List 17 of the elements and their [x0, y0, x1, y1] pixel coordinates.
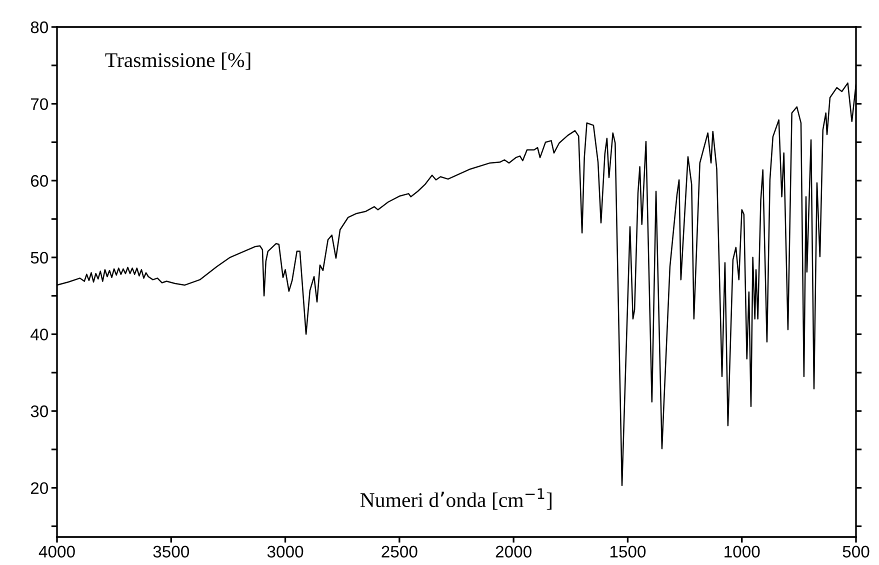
y-tick-label: 20 — [30, 482, 48, 494]
x-tick-label: 4000 — [38, 546, 75, 558]
y-tick-label: 30 — [30, 405, 48, 418]
x-tick-label: 3500 — [153, 546, 190, 558]
y-tick-label: 60 — [30, 175, 48, 187]
x-tick-label: 2500 — [382, 546, 418, 558]
y-tick-label: 70 — [30, 98, 48, 110]
x-tick-label: 3000 — [267, 546, 304, 558]
x-axis-title: Numeri d’onda [cm$^{−1}$] — [360, 488, 552, 510]
y-tick-label: 40 — [30, 328, 48, 340]
y-axis-title: Trasmissione [%] — [105, 52, 250, 70]
x-tick-label: 500 — [842, 546, 870, 558]
y-tick-label: 80 — [30, 21, 48, 34]
x-tick-label: 1500 — [610, 546, 646, 558]
x-tick-label: 2000 — [496, 546, 532, 558]
y-tick-label: 50 — [30, 252, 48, 264]
x-tick-label: 1000 — [724, 546, 760, 558]
